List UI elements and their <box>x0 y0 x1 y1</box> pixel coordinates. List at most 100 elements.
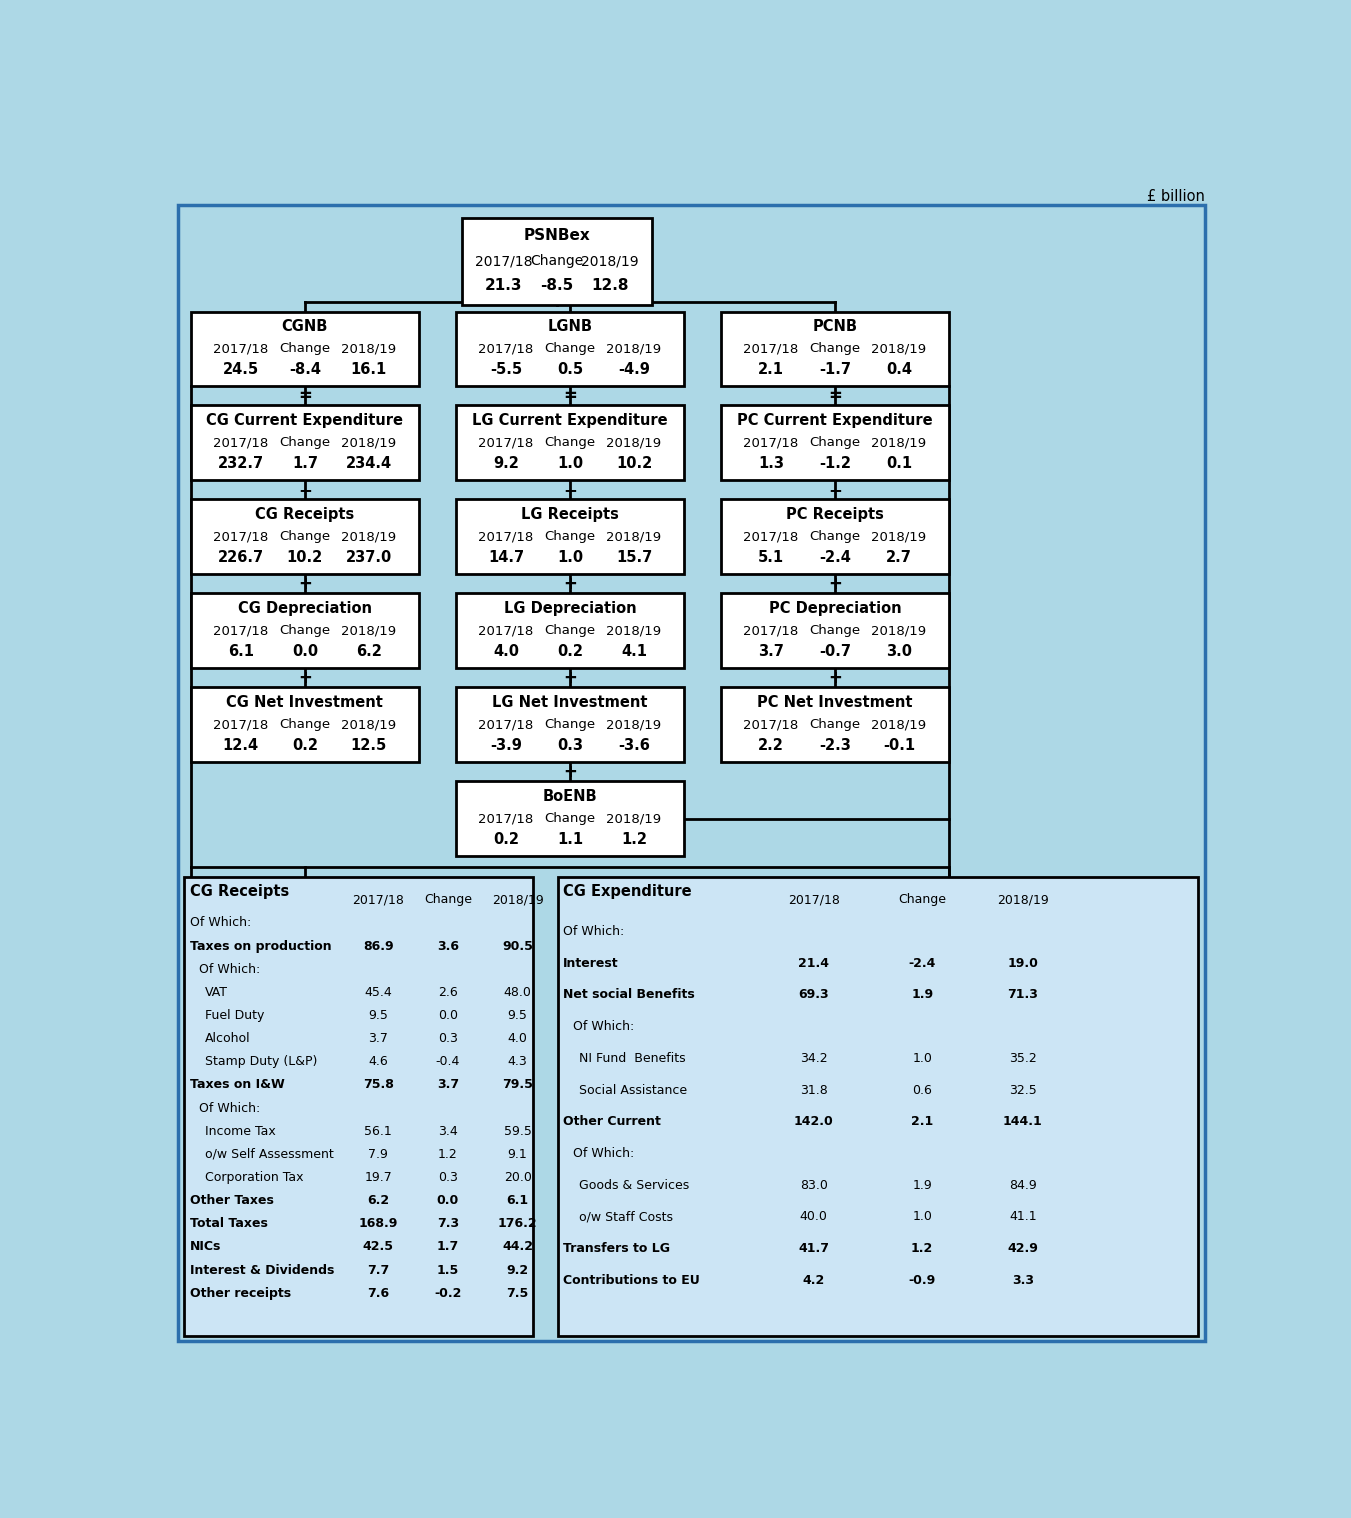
Text: 0.0: 0.0 <box>292 644 317 659</box>
Text: Change: Change <box>809 436 861 449</box>
Text: Net social Benefits: Net social Benefits <box>563 988 696 1002</box>
Text: -3.9: -3.9 <box>490 738 521 753</box>
Text: 1.3: 1.3 <box>758 457 784 471</box>
Text: 41.7: 41.7 <box>798 1242 830 1255</box>
Text: 2018/19: 2018/19 <box>607 530 662 543</box>
Text: =: = <box>563 387 577 405</box>
Text: PSNBex: PSNBex <box>523 228 590 243</box>
Text: Of Which:: Of Which: <box>563 924 624 938</box>
Text: CGNB: CGNB <box>282 319 328 334</box>
Text: Of Which:: Of Which: <box>199 962 261 976</box>
Text: 79.5: 79.5 <box>503 1078 534 1091</box>
Text: 0.6: 0.6 <box>912 1084 932 1096</box>
Text: 12.5: 12.5 <box>351 738 386 753</box>
Text: -3.6: -3.6 <box>617 738 650 753</box>
Text: Change: Change <box>544 530 596 543</box>
Text: 1.9: 1.9 <box>911 988 934 1002</box>
Text: 10.2: 10.2 <box>616 457 653 471</box>
Text: 20.0: 20.0 <box>504 1170 531 1184</box>
Text: Change: Change <box>280 436 331 449</box>
Text: Change: Change <box>898 893 946 906</box>
Text: 176.2: 176.2 <box>497 1217 538 1230</box>
Text: Change: Change <box>809 530 861 543</box>
Text: 34.2: 34.2 <box>800 1052 827 1064</box>
Text: 2017/18: 2017/18 <box>788 893 839 906</box>
Bar <box>720 405 950 480</box>
Text: +: + <box>563 575 577 592</box>
Text: 2017/18: 2017/18 <box>478 718 534 732</box>
Text: -1.7: -1.7 <box>819 363 851 378</box>
Text: -4.9: -4.9 <box>617 363 650 378</box>
Text: 4.1: 4.1 <box>621 644 647 659</box>
Bar <box>190 499 419 574</box>
Text: o/w Self Assessment: o/w Self Assessment <box>205 1148 334 1161</box>
Text: 4.2: 4.2 <box>802 1274 825 1287</box>
Text: 2017/18: 2017/18 <box>743 436 798 449</box>
Text: Social Assistance: Social Assistance <box>578 1084 686 1096</box>
Text: CG Expenditure: CG Expenditure <box>563 885 692 899</box>
Text: -0.7: -0.7 <box>819 644 851 659</box>
Text: 1.0: 1.0 <box>557 550 584 565</box>
Text: PC Net Investment: PC Net Investment <box>758 695 913 710</box>
Text: 42.9: 42.9 <box>1008 1242 1039 1255</box>
Text: Fuel Duty: Fuel Duty <box>205 1009 265 1022</box>
Text: -2.4: -2.4 <box>819 550 851 565</box>
Text: 90.5: 90.5 <box>503 940 534 953</box>
Text: 1.2: 1.2 <box>438 1148 458 1161</box>
Text: +: + <box>563 668 577 686</box>
Text: 2018/19: 2018/19 <box>871 343 927 355</box>
Text: Stamp Duty (L&P): Stamp Duty (L&P) <box>205 1055 317 1069</box>
Text: BoENB: BoENB <box>543 789 597 803</box>
Text: 84.9: 84.9 <box>1009 1178 1036 1192</box>
Text: 56.1: 56.1 <box>365 1125 392 1137</box>
Text: 1.7: 1.7 <box>436 1240 459 1254</box>
Text: 1.9: 1.9 <box>912 1178 932 1192</box>
Text: 45.4: 45.4 <box>365 985 392 999</box>
Text: 2018/19: 2018/19 <box>342 624 396 638</box>
Text: LG Net Investment: LG Net Investment <box>492 695 647 710</box>
Text: Of Which:: Of Which: <box>199 1102 261 1114</box>
Text: 2017/18: 2017/18 <box>743 530 798 543</box>
Text: =: = <box>828 387 842 405</box>
Text: Of Which:: Of Which: <box>189 917 251 929</box>
Text: CG Current Expenditure: CG Current Expenditure <box>207 413 404 428</box>
Text: 2018/19: 2018/19 <box>342 436 396 449</box>
Text: 0.2: 0.2 <box>493 832 519 847</box>
Text: 2018/19: 2018/19 <box>997 893 1048 906</box>
Text: VAT: VAT <box>205 985 228 999</box>
Text: £ billion: £ billion <box>1147 188 1205 203</box>
Text: 3.4: 3.4 <box>438 1125 458 1137</box>
Text: 0.3: 0.3 <box>438 1170 458 1184</box>
Text: 7.5: 7.5 <box>507 1287 528 1299</box>
Text: 2017/18: 2017/18 <box>478 812 534 826</box>
Text: 2017/18: 2017/18 <box>474 255 532 269</box>
Text: 42.5: 42.5 <box>362 1240 393 1254</box>
Text: 2018/19: 2018/19 <box>607 436 662 449</box>
Text: 0.0: 0.0 <box>438 1009 458 1022</box>
Text: 2017/18: 2017/18 <box>743 718 798 732</box>
Text: 2018/19: 2018/19 <box>581 255 639 269</box>
Text: Transfers to LG: Transfers to LG <box>563 1242 670 1255</box>
Bar <box>558 877 1198 1336</box>
Text: Change: Change <box>809 624 861 638</box>
Text: Of Which:: Of Which: <box>573 1020 634 1034</box>
Text: -0.2: -0.2 <box>434 1287 462 1299</box>
Text: Change: Change <box>544 624 596 638</box>
Text: LG Depreciation: LG Depreciation <box>504 601 636 616</box>
Text: 6.2: 6.2 <box>355 644 382 659</box>
Text: 44.2: 44.2 <box>503 1240 534 1254</box>
Text: CG Receipts: CG Receipts <box>255 507 354 522</box>
Text: 3.7: 3.7 <box>758 644 784 659</box>
Text: +: + <box>563 762 577 780</box>
Text: 71.3: 71.3 <box>1008 988 1039 1002</box>
Text: 6.1: 6.1 <box>228 644 254 659</box>
Text: 1.0: 1.0 <box>912 1052 932 1064</box>
Text: 75.8: 75.8 <box>362 1078 393 1091</box>
Bar <box>190 405 419 480</box>
Text: =: = <box>299 387 312 405</box>
Text: 2017/18: 2017/18 <box>213 436 269 449</box>
Text: -5.5: -5.5 <box>490 363 521 378</box>
Text: +: + <box>828 668 842 686</box>
Text: 4.3: 4.3 <box>508 1055 527 1069</box>
Text: o/w Staff Costs: o/w Staff Costs <box>578 1210 673 1224</box>
